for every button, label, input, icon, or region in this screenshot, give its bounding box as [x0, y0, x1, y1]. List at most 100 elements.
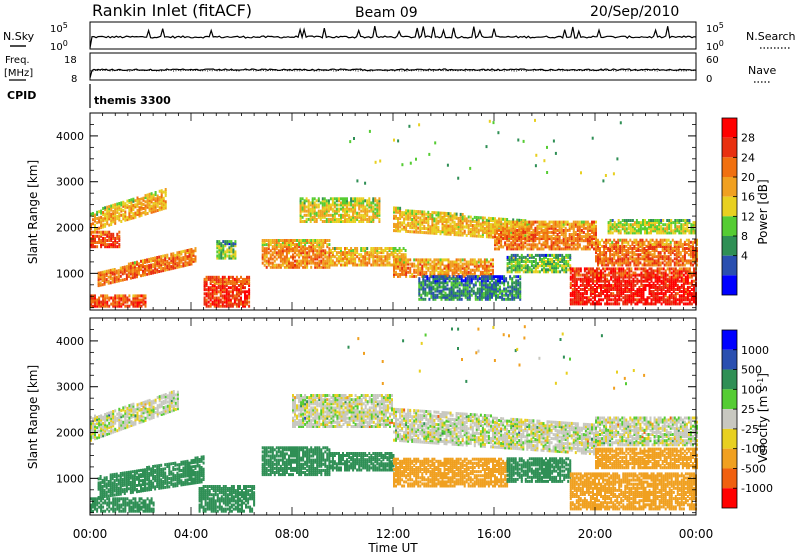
scatter-cell — [642, 279, 645, 283]
scatter-cell — [96, 234, 99, 238]
scatter-cell — [124, 214, 127, 218]
scatter-cell — [217, 277, 220, 281]
scatter-cell — [321, 215, 324, 219]
scatter-cell — [320, 241, 323, 244]
scatter-cell — [94, 302, 96, 306]
scatter-cell — [318, 265, 321, 269]
scatter-cell — [399, 266, 402, 270]
scatter-cell — [419, 262, 422, 266]
scatter-cell — [166, 259, 169, 263]
scatter-cell — [100, 302, 103, 306]
scatter-cell — [331, 253, 334, 257]
scatter-cell — [215, 302, 218, 306]
scatter-cell — [409, 274, 412, 278]
scatter-cell — [524, 264, 527, 268]
scatter-cell — [560, 224, 563, 228]
scatter-cell — [118, 212, 121, 216]
scatter-cell — [682, 298, 685, 302]
scatter-cell — [654, 288, 657, 291]
scatter-cell — [622, 277, 625, 281]
scatter-cell — [576, 222, 579, 226]
scatter-cell — [368, 197, 371, 201]
scatter-cell — [540, 243, 543, 247]
scatter-cell — [656, 294, 659, 298]
scatter-cell — [492, 264, 494, 268]
scatter-cell — [370, 215, 373, 219]
scatter-cell — [609, 261, 612, 265]
scatter-cell — [613, 238, 616, 242]
scatter-cell — [174, 253, 177, 257]
scatter-cell — [625, 261, 628, 265]
scatter-cell — [207, 300, 210, 304]
scatter-cell — [125, 267, 128, 271]
scatter-cell — [485, 272, 488, 276]
scatter-cell — [395, 270, 397, 274]
scatter-cell — [427, 268, 430, 272]
scatter-cell — [312, 257, 315, 261]
scatter-cell — [219, 277, 222, 281]
scatter-cell — [449, 222, 452, 226]
scatter-cell — [534, 233, 537, 236]
scatter-cell — [232, 254, 235, 258]
scatter-cell — [473, 262, 476, 266]
scatter-cell — [285, 255, 288, 259]
scatter-cell — [558, 220, 561, 224]
scatter-cell — [306, 253, 309, 257]
scatter-cell — [411, 274, 414, 278]
scatter-cell — [459, 260, 462, 264]
scatter-cell — [344, 203, 346, 207]
scatter-cell — [395, 229, 397, 233]
scatter-cell — [240, 292, 242, 296]
frequency-panel: Freq. [MHz] 18 8 60 0 Nave — [4, 52, 776, 85]
scatter-cell — [553, 255, 556, 259]
scatter-cell — [530, 222, 533, 226]
scatter-cell — [526, 239, 529, 243]
scatter-cell — [119, 270, 122, 274]
scatter-cell — [429, 225, 432, 229]
scatter-cell — [372, 215, 375, 219]
scatter-cell — [263, 259, 266, 263]
scatter-cell — [580, 222, 583, 226]
scatter-cell — [690, 294, 693, 298]
scatter-cell — [465, 233, 468, 237]
scatter-cell — [612, 294, 615, 298]
scatter-cell — [431, 217, 434, 221]
scatter-cell — [164, 206, 167, 210]
scatter-cell — [459, 264, 462, 268]
scatter-cell — [127, 268, 130, 272]
scatter-cell — [624, 300, 627, 304]
scatter-cell — [563, 264, 566, 268]
scatter-cell — [342, 209, 344, 213]
scatter-cell — [333, 249, 336, 252]
scatter-cell — [350, 257, 353, 261]
scatter-cell — [578, 230, 581, 234]
scatter-cell — [409, 230, 412, 234]
scatter-cell — [431, 272, 434, 276]
scatter-cell — [459, 268, 462, 272]
scatter-cell — [248, 282, 251, 285]
scatter-cell — [94, 230, 96, 234]
scatter-cell — [514, 266, 517, 270]
scatter-cell — [407, 215, 410, 219]
scatter-cell — [437, 225, 440, 229]
scatter-cell — [530, 230, 533, 234]
scatter-cell — [560, 222, 563, 226]
scatter-cell — [576, 235, 579, 239]
scatter-cell — [512, 226, 515, 230]
scatter-cell — [666, 302, 669, 306]
scatter-cell — [411, 230, 414, 234]
scatter-cell — [344, 213, 346, 217]
scatter-cell — [288, 251, 290, 255]
scatter-cell — [327, 217, 330, 221]
scatter-cell — [106, 207, 109, 211]
scatter-cell — [320, 253, 323, 257]
scatter-cell — [372, 249, 375, 252]
scatter-cell — [150, 271, 153, 275]
scatter-cell — [142, 294, 145, 298]
scatter-cell — [579, 302, 582, 306]
scatter-cell — [246, 296, 248, 300]
scatter-cell — [306, 265, 309, 269]
scatter-cell — [455, 233, 458, 237]
scatter-cell — [510, 268, 513, 272]
scatter-cell — [510, 226, 513, 230]
